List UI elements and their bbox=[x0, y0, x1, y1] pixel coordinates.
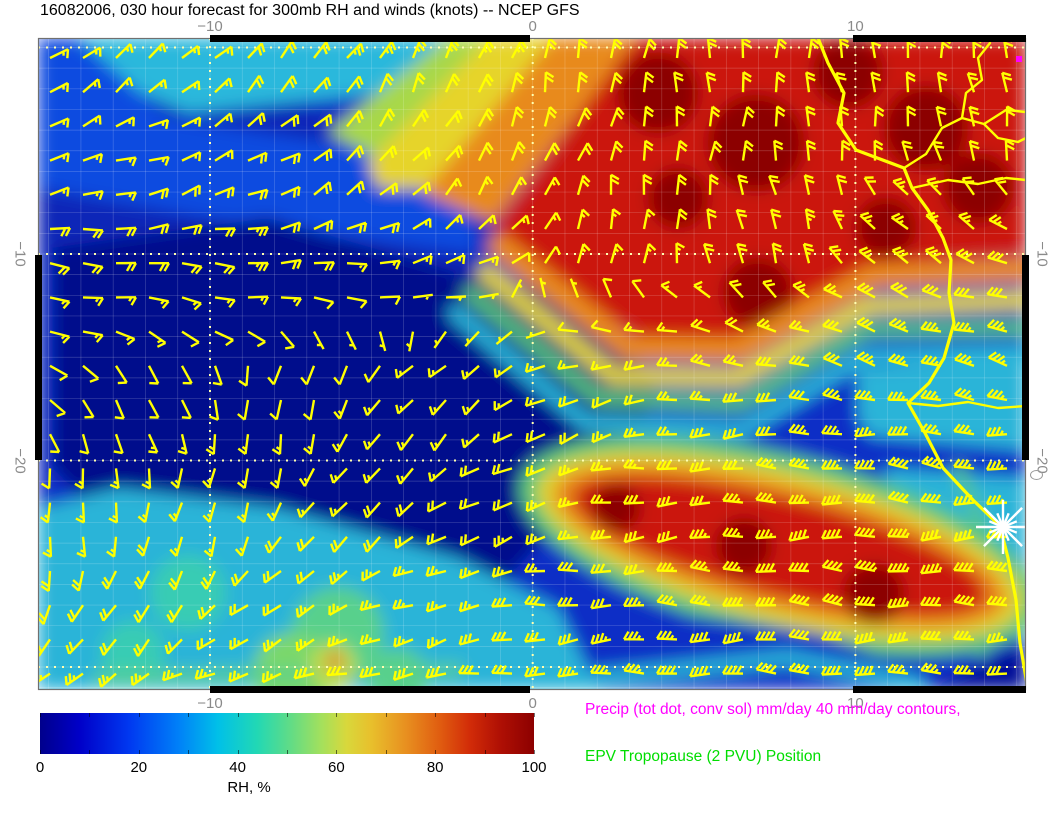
x-axis-tick-top: 0 bbox=[528, 18, 537, 35]
colorbar-notch bbox=[237, 750, 239, 754]
colorbar-notch bbox=[287, 750, 288, 754]
map-frame bbox=[35, 35, 1029, 693]
legend-precip: Precip (tot dot, conv sol) mm/day 40 mm/… bbox=[585, 701, 961, 718]
colorbar-notch bbox=[188, 750, 190, 754]
colorbar-notch bbox=[237, 713, 239, 717]
river-line bbox=[906, 400, 1026, 410]
colorbar-notch bbox=[435, 713, 437, 717]
colorbar-notch bbox=[188, 713, 190, 717]
x-axis-tick-top: −10 bbox=[197, 18, 223, 35]
colorbar-notch bbox=[534, 750, 535, 754]
colorbar-notch bbox=[336, 750, 338, 754]
rh-field bbox=[38, 38, 1026, 690]
rh-wind-map bbox=[35, 35, 1029, 693]
river-line bbox=[982, 122, 1026, 144]
colorbar-notch bbox=[40, 750, 41, 754]
colorbar-tick: 80 bbox=[426, 759, 444, 776]
colorbar-notch bbox=[484, 750, 486, 754]
stray-ellipse-mark bbox=[1030, 470, 1043, 480]
colorbar-tick: 20 bbox=[130, 759, 148, 776]
colorbar-notch bbox=[336, 713, 338, 717]
rh-colorbar bbox=[40, 713, 534, 754]
colorbar-tick: 60 bbox=[328, 759, 345, 776]
colorbar-notch bbox=[287, 713, 288, 717]
x-axis-tick-bottom: −10 bbox=[197, 695, 223, 712]
legend-epv-tropopause: EPV Tropopause (2 PVU) Position bbox=[585, 748, 822, 765]
y-axis-tick-right: −10 bbox=[1033, 241, 1051, 267]
x-axis-tick-bottom: 0 bbox=[528, 695, 537, 712]
river-line bbox=[960, 41, 992, 120]
colorbar-tick: 0 bbox=[35, 759, 45, 776]
colorbar-tick: 40 bbox=[229, 759, 246, 776]
colorbar-notch bbox=[138, 713, 140, 717]
x-axis-tick-top: 10 bbox=[847, 18, 864, 35]
colorbar-notch bbox=[435, 750, 437, 754]
y-axis-tick-left: −10 bbox=[11, 241, 29, 267]
map-markers bbox=[976, 56, 1026, 554]
colorbar-notch bbox=[385, 750, 387, 754]
colorbar-notch bbox=[534, 713, 535, 717]
colorbar-axis-label: RH, % bbox=[227, 779, 271, 796]
colorbar-notch bbox=[40, 713, 41, 717]
wind-barbs bbox=[38, 38, 1016, 688]
colorbar-notch bbox=[89, 750, 91, 754]
plot-title: 16082006, 030 hour forecast for 300mb RH… bbox=[40, 2, 580, 19]
colorbar-tick: 100 bbox=[521, 759, 547, 776]
colorbar-notch bbox=[385, 713, 387, 717]
precip-dot-marker bbox=[1016, 56, 1022, 62]
y-axis-tick-left: −20 bbox=[11, 447, 29, 474]
colorbar-notch bbox=[484, 713, 486, 717]
star-marker bbox=[976, 500, 1026, 554]
map-clip bbox=[38, 38, 1026, 690]
colorbar-notch bbox=[89, 713, 91, 717]
colorbar-notch bbox=[138, 750, 140, 754]
x-axis-tick-bottom: 10 bbox=[847, 695, 864, 712]
